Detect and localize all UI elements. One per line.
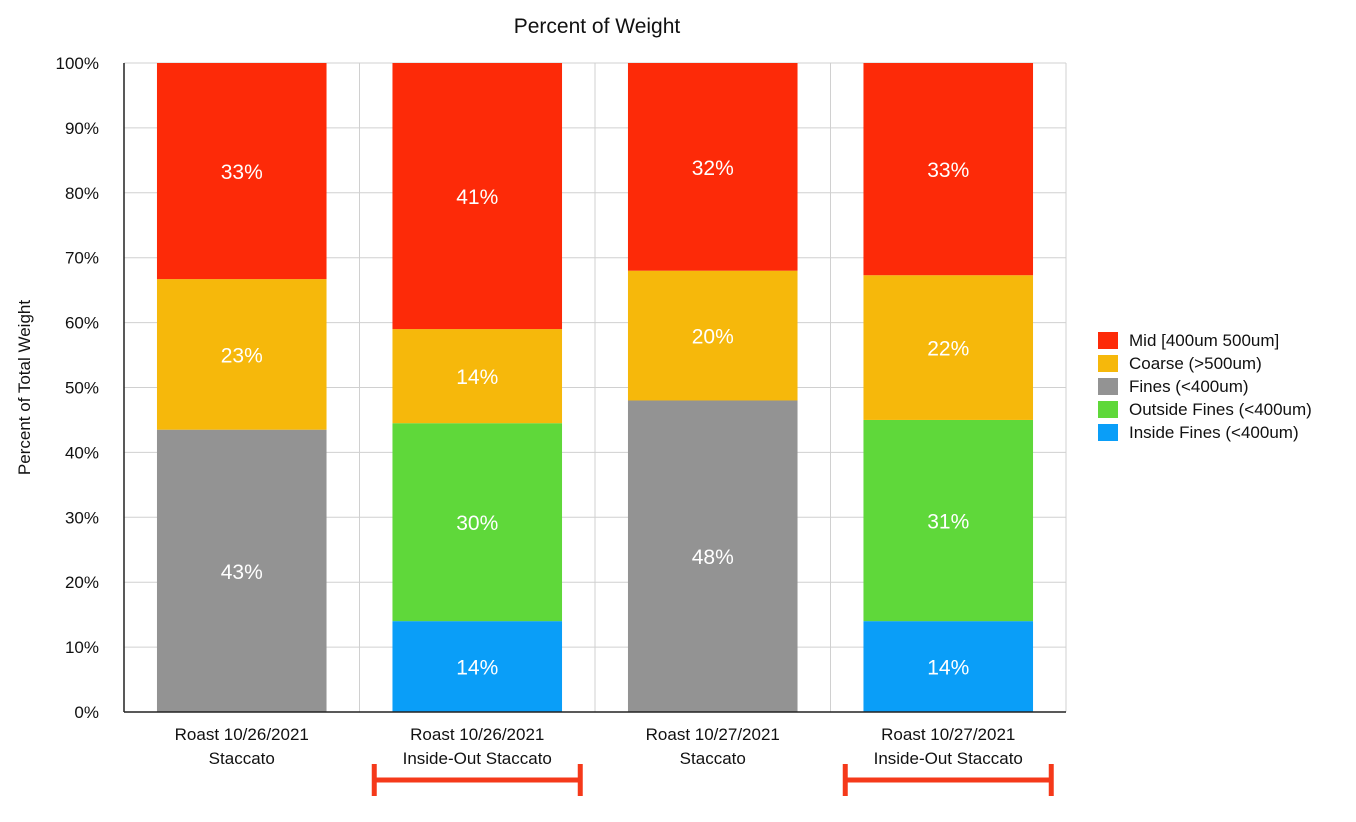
y-axis-label: Percent of Total Weight [15,300,34,475]
data-label: 30% [456,512,498,535]
legend-label: Fines (<400um) [1129,377,1249,396]
y-tick-label: 50% [65,379,99,398]
data-label: 33% [927,159,969,182]
legend-label: Mid [400um 500um] [1129,331,1279,350]
x-tick-label: Roast 10/26/2021 [175,725,309,744]
y-tick-label: 10% [65,638,99,657]
data-label: 20% [692,326,734,349]
bar-segment [627,400,798,712]
bar-segment [156,63,327,280]
x-tick-label: Roast 10/27/2021 [881,725,1015,744]
bar-segment [627,63,798,271]
bar-segment [156,429,327,712]
data-label: 48% [692,546,734,569]
y-tick-label: 100% [56,54,99,73]
y-tick-label: 20% [65,573,99,592]
data-label: 14% [456,657,498,680]
data-label: 33% [221,161,263,184]
x-tick-label: Staccato [209,749,275,768]
x-tick-label: Inside-Out Staccato [874,749,1023,768]
bar-segment [392,423,563,622]
y-tick-label: 0% [74,703,99,722]
bar-segment [863,419,1034,622]
bar-segment [627,270,798,401]
bar-segment [863,63,1034,276]
data-label: 23% [221,344,263,367]
data-label: 32% [692,157,734,180]
data-label: 14% [456,366,498,389]
data-label: 14% [927,657,969,680]
data-label: 43% [221,561,263,584]
bar-segment [392,329,563,424]
legend-swatch [1098,355,1118,372]
y-tick-label: 40% [65,443,99,462]
y-tick-label: 80% [65,184,99,203]
legend-swatch [1098,401,1118,418]
x-tick-label: Roast 10/27/2021 [646,725,780,744]
chart-title: Percent of Weight [514,15,681,38]
x-tick-label: Roast 10/26/2021 [410,725,544,744]
data-label: 41% [456,186,498,209]
data-label: 22% [927,338,969,361]
legend-swatch [1098,378,1118,395]
bar-segment [156,279,327,430]
y-tick-label: 30% [65,508,99,527]
legend-swatch [1098,424,1118,441]
bar-segment [863,621,1034,712]
y-tick-label: 90% [65,119,99,138]
y-tick-label: 60% [65,314,99,333]
y-tick-label: 70% [65,249,99,268]
legend-label: Outside Fines (<400um) [1129,400,1312,419]
bar-segment [392,63,563,330]
bar-segment [392,621,563,712]
bar-segment [863,275,1034,420]
x-tick-label: Staccato [680,749,746,768]
data-label: 31% [927,511,969,534]
x-tick-label: Inside-Out Staccato [403,749,552,768]
legend-swatch [1098,332,1118,349]
legend-label: Inside Fines (<400um) [1129,423,1299,442]
legend-label: Coarse (>500um) [1129,354,1262,373]
